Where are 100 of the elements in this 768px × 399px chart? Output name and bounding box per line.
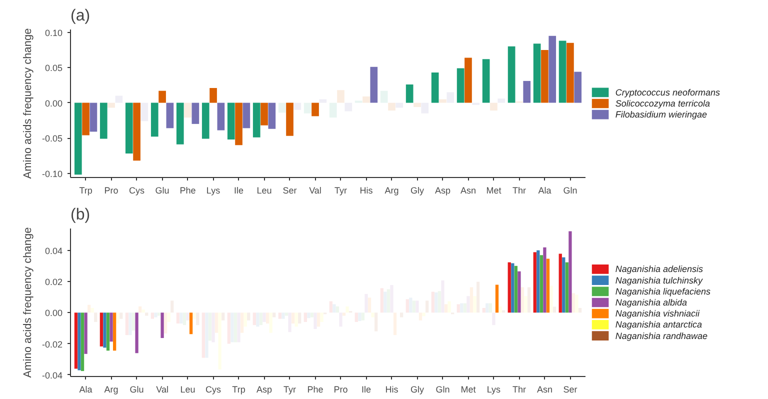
bar (106, 312, 110, 351)
bar (558, 254, 562, 313)
bar (158, 90, 166, 103)
x-tick-label: Ser (563, 384, 578, 394)
x-tick-label: Tyr (334, 186, 347, 196)
x-tick-label: Cys (129, 186, 146, 196)
legend-label: Naganishia antarctica (615, 320, 702, 330)
legend-label: Filobasidium wieringae (615, 110, 707, 120)
y-tick-label: 0.04 (44, 246, 63, 256)
y-axis-title: Amino acids frequency change (22, 28, 34, 179)
y-tick-label: -0.10 (42, 168, 62, 179)
x-tick-label: Val (156, 384, 168, 394)
legend-label: Naganishia adeliensis (615, 264, 704, 274)
bar (508, 46, 516, 103)
x-tick-label: Arg (384, 186, 399, 196)
bar (533, 252, 536, 313)
bar (456, 68, 464, 103)
bar (189, 312, 193, 334)
legend-label: Naganishia randhawae (615, 330, 708, 341)
bar (431, 72, 439, 103)
bar (160, 312, 164, 338)
bar (546, 258, 550, 313)
bar (565, 262, 568, 313)
x-tick-label: Asp (256, 384, 272, 394)
bar (558, 40, 566, 103)
x-tick-label: Asn (536, 384, 552, 394)
x-tick-label: Val (309, 186, 322, 196)
x-tick-label: Lys (206, 186, 221, 196)
y-tick-label: 0.05 (44, 63, 63, 74)
bar (125, 102, 133, 154)
y-tick-label: -0.02 (42, 339, 62, 350)
x-tick-label: Ile (361, 384, 372, 394)
bar (548, 36, 556, 103)
bar (78, 312, 81, 370)
x-tick-label: Arg (104, 384, 118, 394)
bar (523, 80, 531, 103)
x-tick-label: Ile (234, 186, 244, 196)
x-tick-label: Glu (130, 384, 144, 394)
x-tick-label: Trp (79, 186, 92, 196)
bar (312, 102, 319, 116)
bar (90, 102, 98, 132)
x-tick-label: Gln (436, 384, 450, 394)
bar (100, 102, 108, 139)
legend-label: Naganishia albida (615, 298, 687, 308)
bar (135, 312, 138, 354)
bar (252, 102, 260, 138)
x-tick-label: Asn (460, 186, 476, 196)
x-tick-label: Lys (486, 384, 502, 394)
bar (566, 42, 574, 103)
chart-title: (a) (70, 8, 90, 24)
y-axis-title: Amino acids frequency change (22, 227, 34, 378)
chart-title: (b) (70, 206, 90, 224)
bar (150, 102, 158, 137)
x-tick-label: Pro (104, 186, 118, 196)
x-tick-label: Thr (512, 186, 526, 196)
x-tick-label: Asp (434, 186, 450, 196)
x-tick-label: Ala (538, 186, 552, 196)
bar (103, 312, 106, 348)
bar (464, 58, 472, 103)
bar (82, 102, 90, 136)
bar (562, 257, 566, 313)
y-tick-label: 0.10 (44, 28, 63, 38)
y-tick-label: 0.00 (44, 308, 63, 318)
bar (84, 312, 88, 354)
bar (242, 102, 250, 128)
x-tick-label: His (360, 186, 374, 196)
x-tick-label: Gln (563, 186, 578, 196)
x-tick-label: Glu (155, 186, 170, 196)
bar (80, 312, 84, 372)
legend-label: Naganishia vishniacii (615, 308, 700, 319)
bar (202, 102, 210, 139)
bar (543, 247, 546, 313)
x-tick-label: Thr (512, 384, 526, 394)
bar (482, 59, 490, 103)
bar (235, 102, 242, 146)
bar (536, 250, 540, 313)
x-tick-label: Trp (232, 384, 246, 394)
bar (514, 266, 518, 313)
bar (541, 50, 548, 103)
x-tick-label: Phe (307, 384, 324, 394)
bar (540, 255, 544, 313)
bar (286, 102, 294, 136)
y-tick-label: 0.02 (44, 276, 63, 287)
bar (518, 271, 521, 313)
bar (112, 312, 116, 351)
legend-label: Naganishia tulchinsky (615, 275, 703, 286)
bar (217, 102, 225, 130)
bar (192, 102, 200, 124)
x-tick-label: Met (460, 384, 476, 394)
bar (268, 102, 276, 129)
bar (406, 84, 414, 103)
x-tick-label: Tyr (284, 384, 296, 394)
legend-label: Naganishia liquefaciens (615, 286, 711, 296)
bar (574, 72, 582, 103)
bar (511, 263, 514, 313)
bar (568, 231, 572, 313)
bar (110, 312, 113, 342)
bar (370, 66, 378, 103)
x-tick-label: Leu (180, 384, 196, 394)
bar (133, 102, 140, 161)
